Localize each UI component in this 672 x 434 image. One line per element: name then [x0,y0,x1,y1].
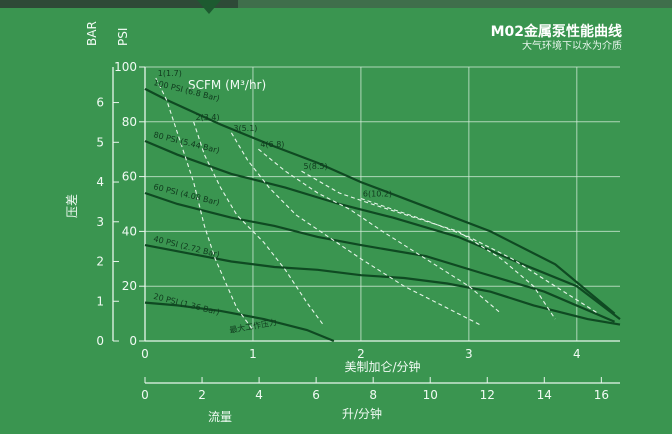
gpm-tick-label: 3 [465,347,473,361]
bar-tick-label: 6 [96,96,104,110]
scfm-label: 2(3.4) [196,113,220,122]
bar-tick-label: 2 [96,255,104,269]
scfm-label: 5(8.5) [304,162,328,171]
bar-tick-label: 0 [96,334,104,348]
gpm-tick-label: 0 [141,347,149,361]
solid-curve [144,139,621,320]
solid-curve [144,87,616,315]
psi-tick-label: 40 [122,224,137,238]
scfm-label: 6(10.2) [363,190,392,199]
curves [144,77,621,343]
pressure-label: 80 PSI (5.44 Bar) [153,130,221,155]
scfm-label: 3(5.1) [233,124,257,133]
psi-tick-label: 100 [114,60,137,74]
dashed-curve [360,197,599,315]
scfm-label: 1(1.7) [158,69,182,78]
solid-curve [144,191,616,323]
bar-tick-label: 3 [96,215,104,229]
solid-curve [144,301,335,343]
bar-tick-label: 1 [96,294,104,308]
axes [112,66,620,384]
top-tab [0,0,238,8]
x-axis-title-top: 美制加仑/分钟 [344,359,420,374]
dashed-curve [193,121,324,325]
gpm-tick-label: 4 [573,347,581,361]
psi-tick-label: 60 [122,170,137,184]
dashed-curve [258,148,502,315]
solid-curve [144,244,621,326]
gpm-tick-label: 1 [249,347,257,361]
psi-unit-label: PSI [116,28,130,46]
dashed-curve [230,132,480,326]
pointer-notch-icon [197,0,221,14]
dashed-curve [155,77,254,331]
x-axis-title-bottom: 流量 [208,410,232,424]
lpm-tick-label: 6 [312,388,320,402]
lpm-tick-label: 10 [423,388,438,402]
y-axis-title: 压差 [65,194,79,218]
psi-tick-label: 80 [122,115,137,129]
lpm-tick-label: 12 [480,388,495,402]
psi-tick-label: 20 [122,279,137,293]
bar-tick-label: 4 [96,175,104,189]
lpm-tick-label: 4 [255,388,263,402]
chart-subtitle: 大气环境下以水为介质 [522,39,622,52]
gpm-tick-label: 2 [357,347,365,361]
scfm-label: 4(6.8) [260,140,284,149]
dashed-curve [301,170,556,320]
bar-unit-label: BAR [85,21,99,46]
lpm-tick-label: 14 [537,388,552,402]
lpm-tick-label: 0 [141,388,149,402]
lpm-tick-label: 16 [594,388,609,402]
bar-tick-label: 5 [96,135,104,149]
lpm-tick-label: 8 [369,388,377,402]
scfm-header: SCFM (M³/hr) [188,78,266,92]
chart-title: M02金属泵性能曲线 [491,23,622,40]
x-axis-unit-bottom: 升/分钟 [342,406,382,421]
top-bar [0,0,672,8]
pressure-label: 60 PSI (4.08 Bar) [153,182,221,207]
lpm-tick-label: 2 [198,388,206,402]
pressure-label: 40 PSI (2.72 Bar) [153,234,221,259]
psi-tick-label: 0 [129,334,137,348]
